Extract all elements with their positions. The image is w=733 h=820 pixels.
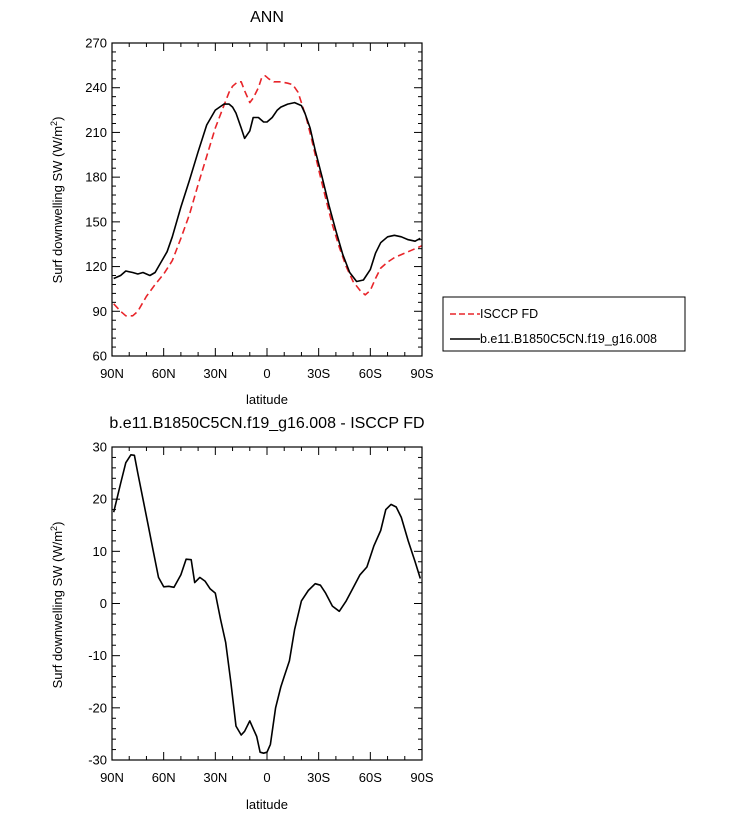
- bottom-x-tick-label: 0: [263, 770, 270, 785]
- top-series-line-0: [113, 75, 423, 317]
- top-series-group: [113, 75, 423, 317]
- top-x-tick-label: 90S: [410, 366, 433, 381]
- top-y-axis-title: Surf downwelling SW (W/m2): [49, 117, 65, 284]
- legend-label-model: b.e11.B1850C5CN.f19_g16.008: [480, 332, 657, 346]
- legend-box: [442, 296, 686, 352]
- bottom-x-tick-label: 60S: [359, 770, 382, 785]
- top-y-axis-title-close: ): [50, 117, 65, 121]
- bottom-y-axis-title-sup: 2: [49, 526, 59, 531]
- top-y-axis-title-main: Surf downwelling SW (W/m: [50, 126, 65, 283]
- bottom-series-group: [112, 453, 422, 755]
- top-axis-ticks: 90N 60N 30N 0 30S 60S 90S 60 90 120 150 180 210 240 27…: [85, 36, 434, 382]
- top-x-tick-label: 30S: [307, 366, 330, 381]
- bottom-x-tick-label: 30S: [307, 770, 330, 785]
- top-y-tick-label: 240: [85, 80, 107, 95]
- top-x-tick-label: 60N: [152, 366, 176, 381]
- bottom-axis-ticks: 90N 60N 30N 0 30S 60S 90S -30 -20 -10 0 10 20 30: [88, 440, 434, 786]
- top-chart-title: ANN: [250, 9, 284, 26]
- bottom-y-tick-label: -10: [88, 648, 107, 663]
- bottom-x-tick-label: 60N: [152, 770, 176, 785]
- legend: ISCCP FD b.e11.B1850C5CN.f19_g16.008: [442, 296, 686, 352]
- bottom-y-tick-label: 30: [93, 440, 107, 455]
- bottom-x-tick-label: 90N: [100, 770, 124, 785]
- legend-label-isccp: ISCCP FD: [480, 307, 538, 321]
- top-x-tick-label: 60S: [359, 366, 382, 381]
- bottom-series-line-0: [112, 453, 422, 755]
- bottom-y-tick-label: 20: [93, 492, 107, 507]
- bottom-y-axis-title-main: Surf downwelling SW (W/m: [50, 531, 65, 688]
- top-series-line-1: [113, 101, 421, 283]
- top-y-tick-label: 120: [85, 259, 107, 274]
- bottom-y-tick-label: 10: [93, 544, 107, 559]
- bottom-y-axis-title-close: ): [50, 522, 65, 526]
- top-y-tick-label: 210: [85, 125, 107, 140]
- top-y-tick-label: 270: [85, 36, 107, 51]
- top-x-axis-title: latitude: [246, 392, 288, 407]
- bottom-x-tick-label: 90S: [410, 770, 433, 785]
- top-y-tick-label: 60: [93, 349, 107, 364]
- top-y-axis-title-sup: 2: [49, 121, 59, 126]
- bottom-plot-frame: [111, 446, 423, 761]
- bottom-y-tick-label: -30: [88, 753, 107, 768]
- bottom-y-axis-title: Surf downwelling SW (W/m2): [49, 522, 65, 689]
- top-x-tick-label: 30N: [203, 366, 227, 381]
- top-y-tick-label: 90: [93, 304, 107, 319]
- top-plot-frame: [111, 42, 423, 357]
- bottom-x-tick-label: 30N: [203, 770, 227, 785]
- top-panel: ANN Surf downwelling SW (W/m2) latitude …: [49, 9, 686, 407]
- bottom-y-tick-label: -20: [88, 700, 107, 715]
- top-y-tick-label: 180: [85, 170, 107, 185]
- top-x-tick-label: 0: [263, 366, 270, 381]
- top-x-tick-label: 90N: [100, 366, 124, 381]
- bottom-chart-title: b.e11.B1850C5CN.f19_g16.008 - ISCCP FD: [109, 415, 424, 432]
- top-y-tick-label: 150: [85, 214, 107, 229]
- bottom-x-axis-title: latitude: [246, 797, 288, 812]
- bottom-panel: b.e11.B1850C5CN.f19_g16.008 - ISCCP FD S…: [49, 415, 434, 812]
- bottom-y-tick-label: 0: [100, 596, 107, 611]
